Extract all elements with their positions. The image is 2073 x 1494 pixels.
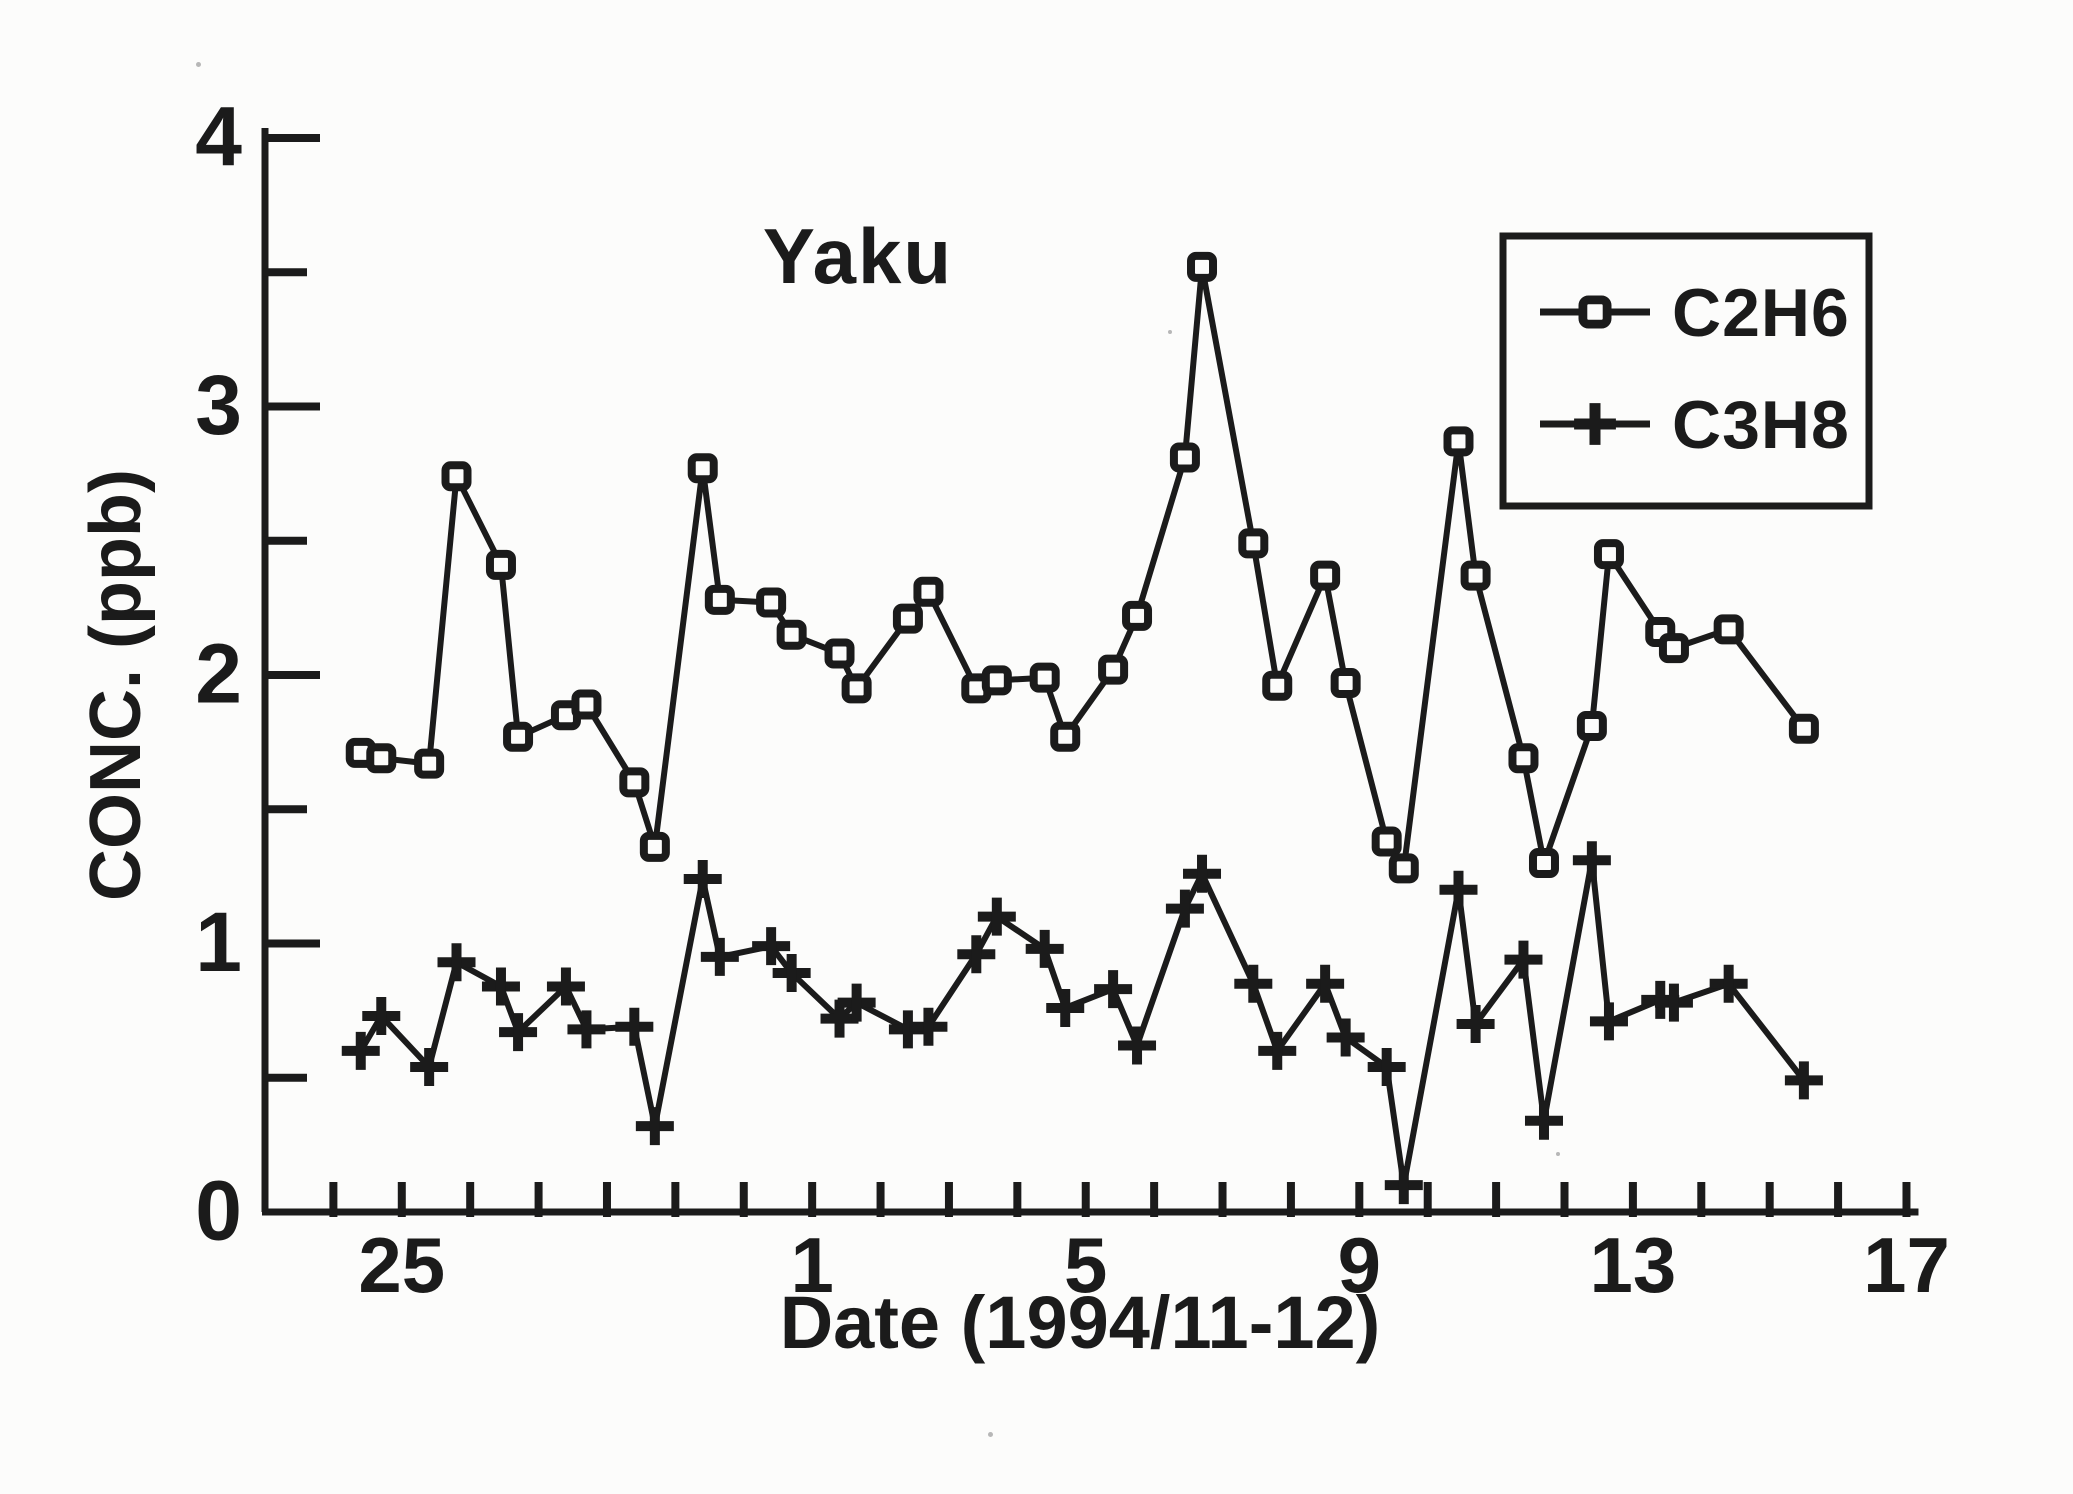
scan-speck xyxy=(196,62,201,67)
c2h6-marker xyxy=(503,721,534,752)
y-tick-label: 4 xyxy=(195,90,242,184)
x-tick-label: 17 xyxy=(1863,1221,1950,1309)
y-tick-label: 3 xyxy=(195,358,242,452)
x-tick-label: 25 xyxy=(358,1221,445,1309)
c3h8-series xyxy=(341,841,1823,1205)
c2h6-marker xyxy=(756,587,787,618)
legend-box xyxy=(1499,232,1873,510)
c2h6-marker xyxy=(366,743,397,774)
y-axis-label: CONC. (ppb) xyxy=(76,469,156,901)
y-tick-label: 0 xyxy=(195,1164,242,1258)
c2h6-marker xyxy=(1460,560,1491,591)
c2h6-marker xyxy=(1098,654,1129,685)
c2h6-marker xyxy=(981,665,1012,696)
c2h6-marker xyxy=(1593,539,1624,570)
x-axis-ticks xyxy=(329,1182,1911,1217)
x-tick-label: 1 xyxy=(790,1221,833,1309)
c2h6-marker xyxy=(1262,670,1293,701)
x-tick-label: 9 xyxy=(1338,1221,1381,1309)
c2h6-marker xyxy=(619,767,650,798)
c2h6-marker xyxy=(892,603,923,634)
c2h6-marker xyxy=(913,576,944,607)
y-tick-labels: 0 1 2 3 4 xyxy=(195,90,242,1258)
c2h6-marker xyxy=(571,689,602,720)
c2h6-marker xyxy=(1576,711,1607,742)
c2h6-marker xyxy=(841,673,872,704)
c2h6-marker xyxy=(1238,528,1269,559)
x-axis-label: Date (1994/11-12) xyxy=(780,1281,1381,1364)
c2h6-marker xyxy=(1371,826,1402,857)
c2h6-line xyxy=(360,263,1807,872)
c2h6-marker xyxy=(687,453,718,484)
chart-title: Yaku xyxy=(763,212,953,300)
x-tick-label: 13 xyxy=(1590,1221,1677,1309)
c2h6-marker xyxy=(1713,614,1744,645)
c2h6-marker xyxy=(1169,442,1200,473)
x-tick-labels: 25 1 5 9 13 17 xyxy=(358,1221,1949,1309)
scan-speck xyxy=(988,1432,993,1437)
c2h6-marker xyxy=(1443,426,1474,457)
c2h6-marker xyxy=(1658,633,1689,664)
data-series xyxy=(341,251,1823,1205)
c2h6-marker xyxy=(776,619,807,650)
c2h6-marker xyxy=(1508,743,1539,774)
scan-speck xyxy=(1556,1152,1560,1156)
c2h6-marker xyxy=(1788,713,1819,744)
c2h6-marker xyxy=(1388,853,1419,884)
c2h6-series xyxy=(345,251,1819,884)
scan-speck xyxy=(1168,330,1172,334)
c3h8-line xyxy=(358,857,1807,1189)
c2h6-marker xyxy=(441,461,472,492)
c2h6-marker xyxy=(1187,251,1218,282)
c2h6-marker xyxy=(1029,662,1060,693)
c2h6-marker xyxy=(485,549,516,580)
c2h6-marker xyxy=(639,831,670,862)
legend-markers xyxy=(1540,295,1650,445)
legend-c2h6-marker xyxy=(1578,295,1612,329)
c2h6-marker xyxy=(1122,600,1153,631)
c2h6-marker xyxy=(1330,668,1361,699)
c2h6-marker xyxy=(1528,847,1559,878)
y-tick-label: 2 xyxy=(195,627,242,721)
c2h6-marker xyxy=(704,584,735,615)
legend-label-c2h6: C2H6 xyxy=(1672,275,1850,351)
c2h6-marker xyxy=(1050,721,1081,752)
c2h6-marker xyxy=(824,638,855,669)
c2h6-marker xyxy=(1310,560,1341,591)
legend-label-c3h8: C3H8 xyxy=(1672,387,1850,463)
y-axis-ticks xyxy=(263,134,320,1082)
legend: C2H6 C3H8 xyxy=(1499,232,1873,510)
y-tick-label: 1 xyxy=(195,895,242,989)
x-tick-label: 5 xyxy=(1064,1221,1107,1309)
c2h6-marker xyxy=(414,748,445,779)
